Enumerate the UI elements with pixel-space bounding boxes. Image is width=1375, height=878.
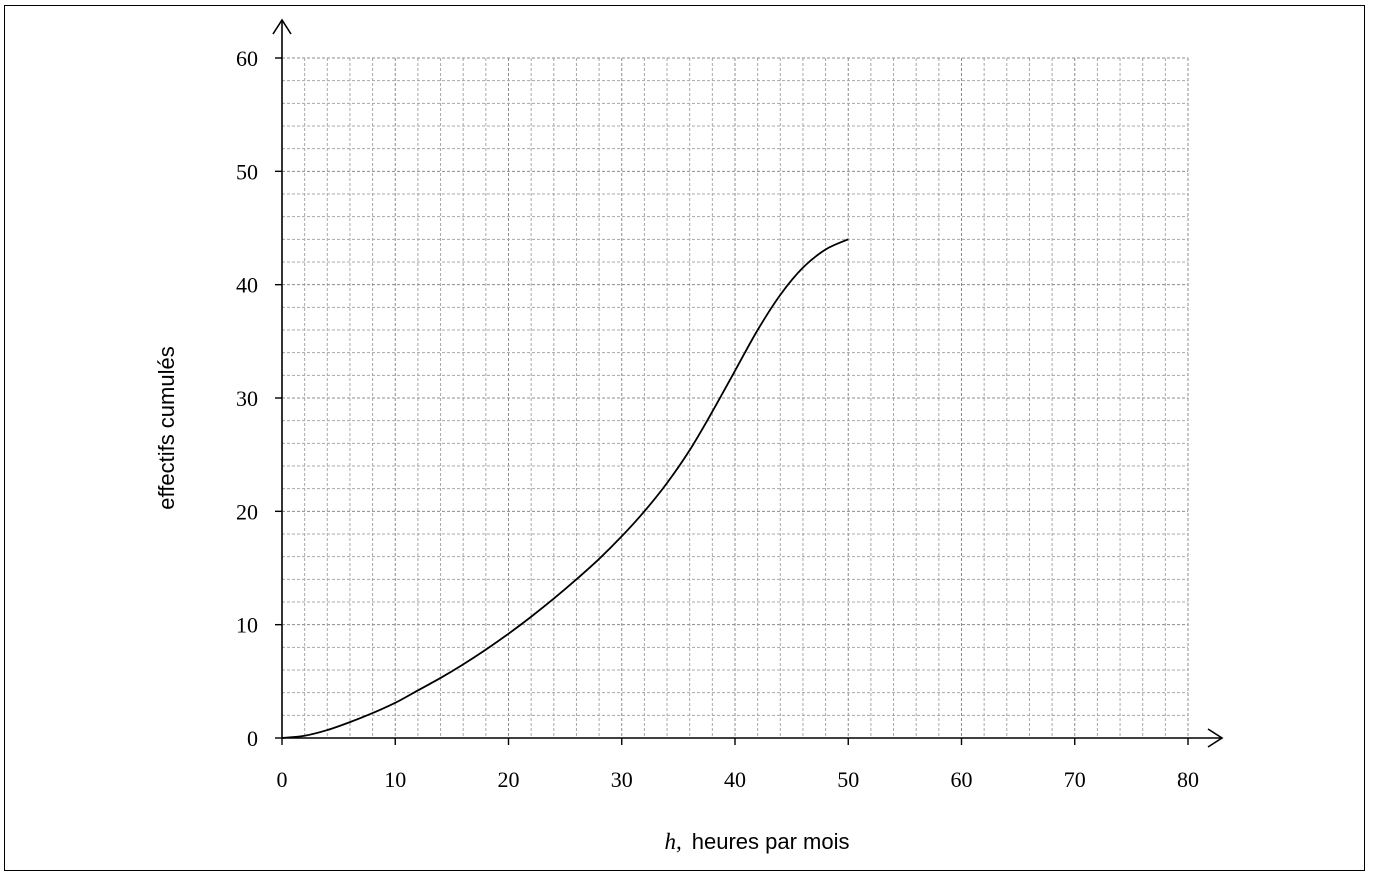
y-tick-label: 20 bbox=[236, 499, 258, 524]
x-tick-label: 80 bbox=[1177, 767, 1199, 792]
y-tick-label: 0 bbox=[247, 726, 258, 751]
tick-labels: 0 10 20 30 40 50 60 70 80 0 10 20 30 40 50 60 bbox=[236, 46, 1199, 792]
x-tick-label: 40 bbox=[724, 767, 746, 792]
x-tick-label: 60 bbox=[951, 767, 973, 792]
y-tick-label: 30 bbox=[236, 386, 258, 411]
x-tick-label: 0 bbox=[277, 767, 288, 792]
series-line bbox=[281, 238, 849, 739]
x-axis-label-text: heures par mois bbox=[692, 829, 850, 854]
y-tick-label: 60 bbox=[236, 46, 258, 71]
x-axis-label: h, heures par mois bbox=[665, 829, 850, 854]
y-axis-arrow bbox=[272, 18, 292, 35]
x-axis-arrow bbox=[1207, 728, 1224, 748]
x-tick-label: 70 bbox=[1064, 767, 1086, 792]
axes bbox=[272, 18, 1224, 748]
y-axis-label: effectifs cumulés bbox=[154, 346, 179, 509]
x-tick-label: 10 bbox=[384, 767, 406, 792]
x-axis-variable: h, bbox=[665, 829, 682, 854]
series-group bbox=[281, 238, 849, 739]
figure-frame bbox=[4, 5, 1365, 871]
y-tick-label: 40 bbox=[236, 273, 258, 298]
x-tick-label: 30 bbox=[611, 767, 633, 792]
grid bbox=[282, 57, 1189, 738]
y-tick-label: 10 bbox=[236, 613, 258, 638]
x-tick-label: 20 bbox=[498, 767, 520, 792]
y-tick-label: 50 bbox=[236, 159, 258, 184]
x-tick-label: 50 bbox=[837, 767, 859, 792]
